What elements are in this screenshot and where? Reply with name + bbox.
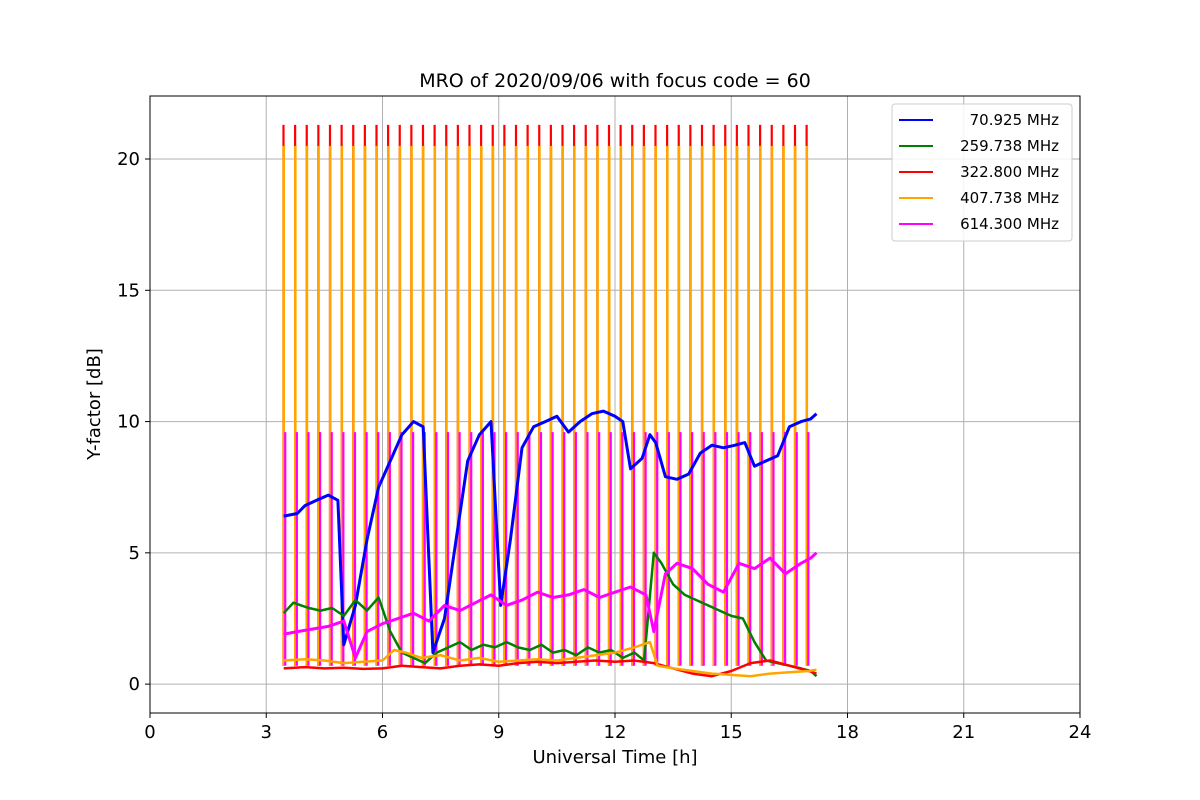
tick-layer: 0 3 6 9 12 15 18 21 24 0 5 10 15 20	[117, 149, 1091, 743]
y-axis-label: Y-factor [dB]	[84, 348, 105, 461]
x-tick-label: 24	[1069, 722, 1092, 743]
legend-label: 322.800 MHz	[960, 163, 1059, 181]
x-tick-label: 9	[493, 722, 504, 743]
x-tick-label: 12	[604, 722, 627, 743]
legend-label: 407.738 MHz	[960, 189, 1059, 207]
x-tick-label: 6	[377, 722, 388, 743]
x-tick-label: 0	[144, 722, 155, 743]
chart-title: MRO of 2020/09/06 with focus code = 60	[419, 70, 811, 92]
y-tick-label: 0	[129, 674, 140, 695]
x-axis-label: Universal Time [h]	[532, 747, 697, 768]
x-tick-label: 21	[952, 722, 975, 743]
legend-box	[891, 103, 1073, 242]
y-tick-label: 10	[117, 412, 140, 433]
series-line	[282, 551, 818, 678]
legend: 70.925 MHz 259.738 MHz 322.800 MHz 407.738 …	[891, 103, 1073, 242]
pulse-group	[284, 432, 810, 666]
legend-label: 259.738 MHz	[960, 137, 1059, 155]
x-tick-label: 15	[720, 722, 743, 743]
x-tick-label: 3	[261, 722, 272, 743]
y-tick-label: 15	[117, 280, 140, 301]
legend-label: 70.925 MHz	[970, 111, 1059, 129]
series-line	[283, 640, 817, 678]
y-tick-label: 5	[129, 543, 140, 564]
series-line	[283, 659, 817, 678]
legend-label: 614.300 MHz	[960, 215, 1059, 233]
y-tick-label: 20	[117, 149, 140, 170]
x-tick-label: 18	[836, 722, 859, 743]
series-line	[283, 551, 818, 660]
series-line	[283, 409, 818, 655]
data-layer	[282, 124, 818, 678]
